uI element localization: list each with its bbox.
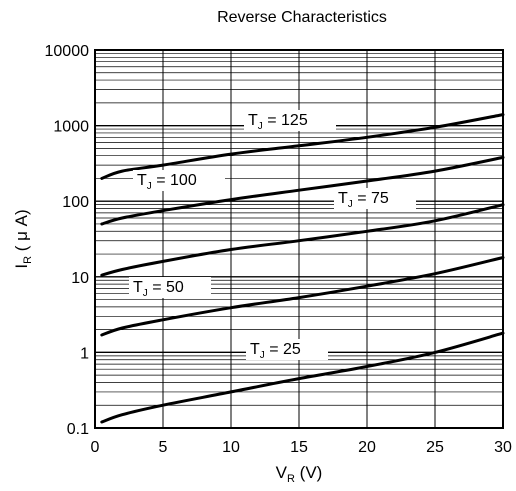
chart-title: Reverse Characteristics xyxy=(217,9,387,26)
y-axis-ticks: 0.1 1 10 100 1000 10000 xyxy=(45,43,90,438)
x-tick-label: 5 xyxy=(159,439,168,456)
y-tick-label: 10000 xyxy=(45,43,90,60)
x-tick-label: 25 xyxy=(426,439,444,456)
x-tick-label: 10 xyxy=(222,439,240,456)
series-label-4: TJ = 50 xyxy=(133,279,184,299)
series-label-2: TJ = 100 xyxy=(137,172,197,192)
series-label-background xyxy=(244,110,336,131)
series-label-background xyxy=(129,277,211,298)
series-line-1 xyxy=(100,113,505,180)
x-tick-label: 15 xyxy=(290,439,308,456)
y-tick-label: 0.1 xyxy=(67,421,89,438)
y-axis-label: IR ( μ A) xyxy=(12,209,34,268)
series-line-4 xyxy=(100,256,505,337)
x-tick-label: 30 xyxy=(494,439,512,456)
series-label-3: TJ = 75 xyxy=(338,190,389,210)
series-line-2 xyxy=(100,155,505,226)
x-axis-ticks: 0 5 10 15 20 25 30 xyxy=(91,439,512,456)
grid xyxy=(94,49,504,429)
x-tick-label: 0 xyxy=(91,439,100,456)
plot-frame xyxy=(94,49,504,429)
series-group xyxy=(100,113,505,424)
x-tick-label: 20 xyxy=(358,439,376,456)
series-labels: TJ = 125 TJ = 100 TJ = 75 TJ = 50 TJ = 25 xyxy=(129,110,416,361)
y-tick-label: 10 xyxy=(71,270,89,287)
series-line-5 xyxy=(100,331,505,424)
y-tick-label: 100 xyxy=(62,194,89,211)
series-line-3 xyxy=(100,203,505,277)
series-label-5: TJ = 25 xyxy=(250,341,301,361)
series-label-background xyxy=(133,170,225,191)
y-tick-label: 1 xyxy=(80,345,89,362)
y-tick-label: 1000 xyxy=(53,119,89,136)
x-axis-label: VR (V) xyxy=(276,463,323,485)
series-label-1: TJ = 125 xyxy=(248,112,308,132)
series-label-background xyxy=(334,188,416,209)
series-label-background xyxy=(246,339,328,360)
